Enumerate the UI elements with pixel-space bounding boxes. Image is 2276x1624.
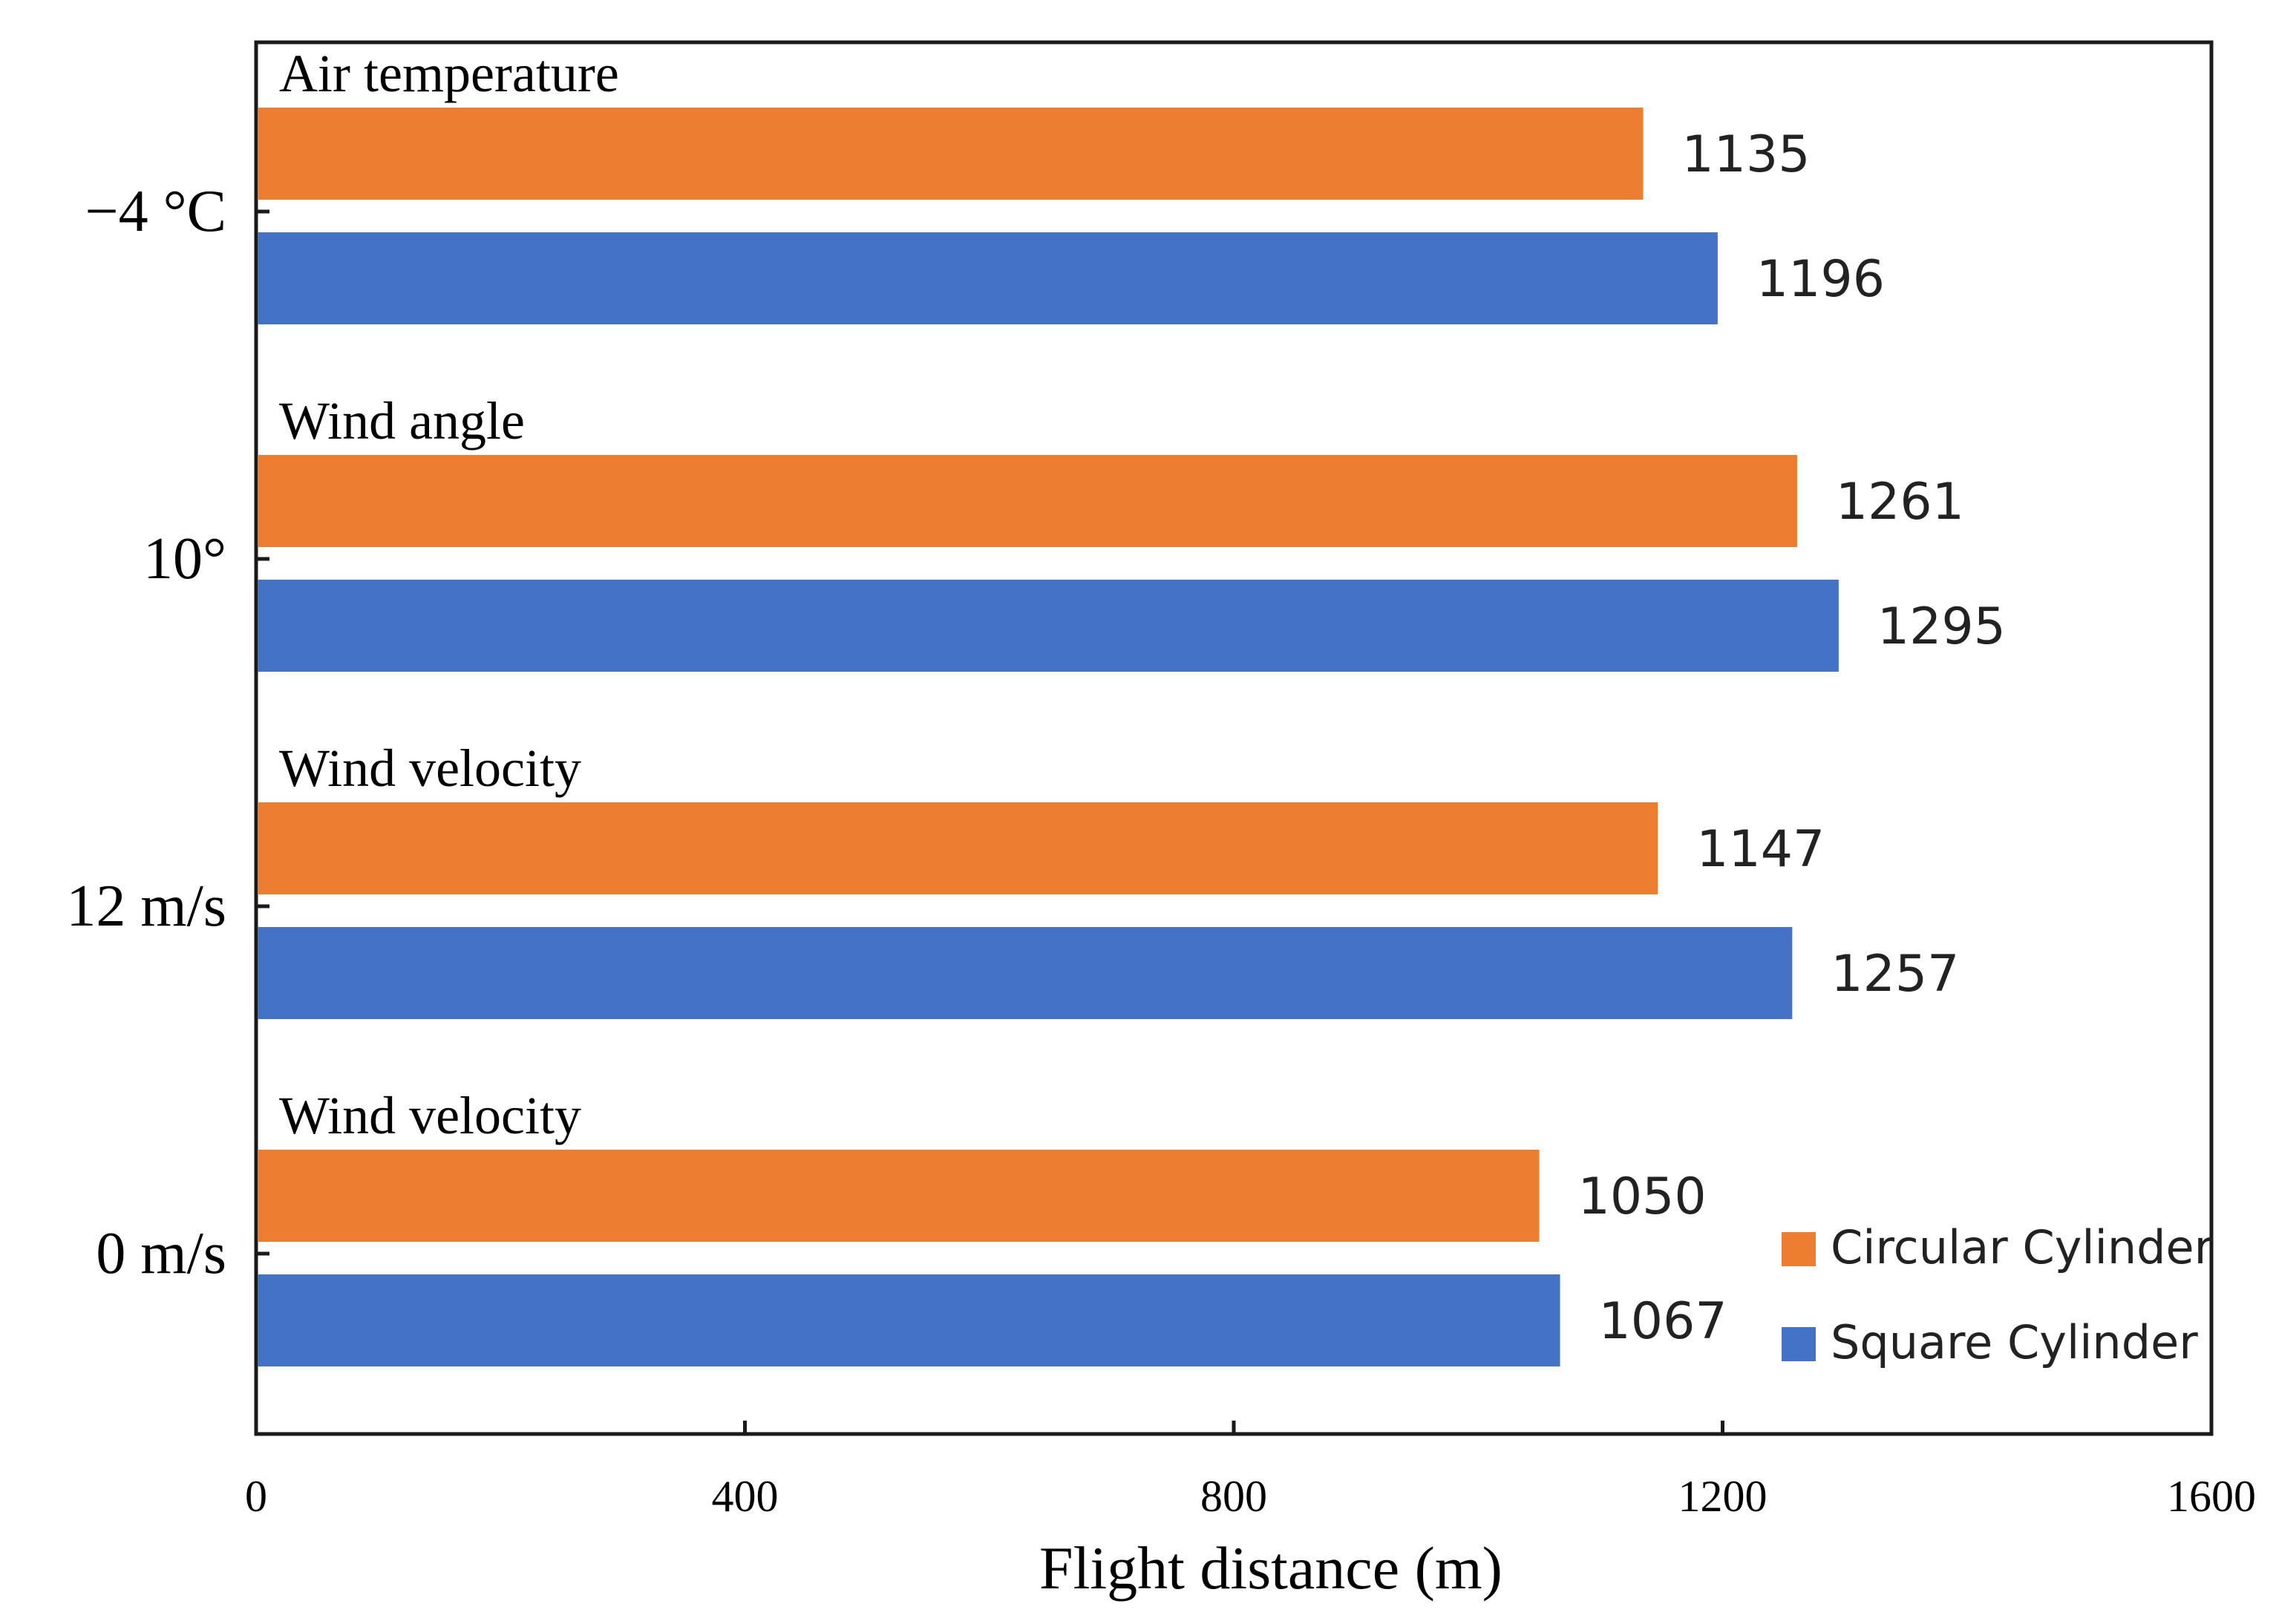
bar-circular-cylinder [258,108,1644,200]
bar-value-label: 1196 [1756,250,1885,309]
x-tick-label: 0 [245,1472,267,1521]
legend-label: Circular Cylinder [1831,1220,2214,1274]
bar-circular-cylinder [258,802,1658,894]
x-tick-label: 800 [1200,1472,1267,1521]
y-category-label: 0 m/s [96,1221,226,1286]
x-tick-label: 400 [712,1472,779,1521]
group-title: Wind velocity [279,1086,581,1145]
bar-value-label: 1050 [1578,1168,1707,1226]
bar-circular-cylinder [258,455,1797,547]
x-tick-label: 1600 [2167,1472,2256,1521]
bar-value-label: 1257 [1831,945,1959,1003]
bar-value-label: 1147 [1696,820,1825,879]
bar-value-label: 1261 [1836,473,1964,531]
bar-circular-cylinder [258,1150,1540,1242]
bar-value-label: 1295 [1877,597,2006,656]
bar-square-cylinder [258,927,1793,1019]
bar-value-label: 1135 [1681,125,1810,184]
x-tick-label: 1200 [1678,1472,1768,1521]
group-title: Wind velocity [279,739,581,798]
legend-label: Square Cylinder [1831,1315,2198,1369]
group-title: Wind angle [279,391,525,451]
bar-square-cylinder [258,580,1839,672]
y-category-label: −4 °C [85,179,226,244]
x-axis-title: Flight distance (m) [1039,1534,1502,1602]
bar-square-cylinder [258,232,1718,324]
bar-value-label: 1067 [1599,1292,1727,1351]
group-title: Air temperature [279,44,619,103]
legend-swatch [1782,1232,1816,1266]
y-category-label: 12 m/s [66,874,226,939]
bar-square-cylinder [258,1274,1560,1366]
legend-swatch [1782,1327,1816,1361]
y-category-label: 10° [143,526,226,592]
